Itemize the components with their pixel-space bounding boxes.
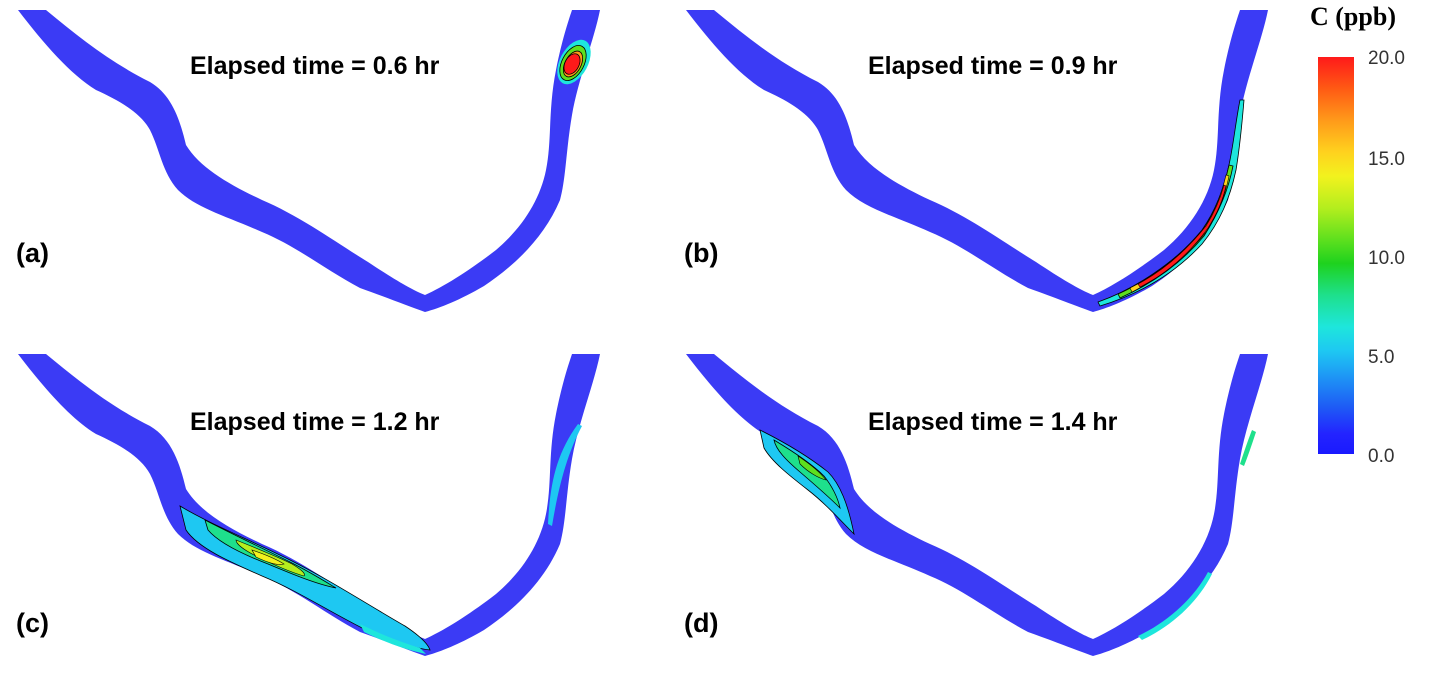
plume-upstream xyxy=(548,424,582,526)
colorbar-legend: C (ppb) 20.0 15.0 10.0 5.0 0.0 xyxy=(1310,0,1439,470)
colorbar-tick: 15.0 xyxy=(1368,149,1405,170)
elapsed-time-label: Elapsed time = 0.6 hr xyxy=(190,52,440,80)
panel-letter: (a) xyxy=(16,238,49,268)
river-map-c xyxy=(18,354,600,656)
plume-tail xyxy=(1138,572,1212,640)
plume-mid xyxy=(773,439,841,510)
panel-a: Elapsed time = 0.6 hr (a) xyxy=(0,0,640,330)
colorbar-tick: 5.0 xyxy=(1368,347,1395,368)
colorbar-title: C (ppb) xyxy=(1310,2,1396,31)
river-map-d xyxy=(686,354,1268,656)
panel-letter: (c) xyxy=(16,608,49,638)
plume-upstream xyxy=(1240,430,1256,466)
elapsed-time-label: Elapsed time = 1.2 hr xyxy=(190,408,440,436)
panel-letter: (d) xyxy=(684,608,719,638)
plume-core xyxy=(563,53,581,75)
elapsed-time-label: Elapsed time = 0.9 hr xyxy=(868,52,1118,80)
panel-d: Elapsed time = 1.4 hr (d) xyxy=(668,344,1308,674)
plume-core xyxy=(251,549,285,565)
colorbar-tick: 10.0 xyxy=(1368,248,1405,269)
plume-core xyxy=(1137,184,1227,288)
river-map-a xyxy=(18,10,600,312)
plume-mid xyxy=(1117,164,1234,299)
river-map-b xyxy=(686,10,1268,312)
panel-letter: (b) xyxy=(684,238,719,268)
panel-c: Elapsed time = 1.2 hr (c) xyxy=(0,344,640,674)
river-channel xyxy=(18,354,600,656)
elapsed-time-label: Elapsed time = 1.4 hr xyxy=(868,408,1118,436)
colorbar-tick: 20.0 xyxy=(1368,48,1405,69)
colorbar-gradient xyxy=(1318,57,1354,454)
plume-inner xyxy=(797,455,827,481)
panel-b: Elapsed time = 0.9 hr (b) xyxy=(668,0,1308,330)
colorbar-tick: 0.0 xyxy=(1368,446,1395,467)
plume-tail xyxy=(360,624,426,654)
